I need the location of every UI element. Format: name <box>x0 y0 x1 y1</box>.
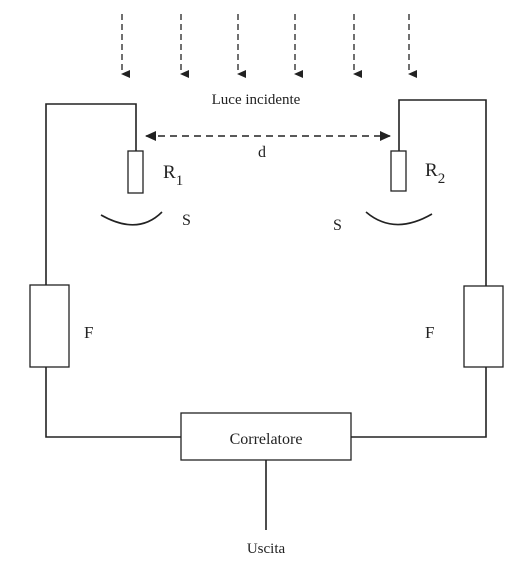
mirror-curve-right <box>365 211 433 226</box>
mirror-curve-left <box>100 211 163 226</box>
left-wire-top <box>45 103 137 285</box>
detector-r2-label: R2 <box>425 160 445 187</box>
right-wire-bottom <box>351 367 487 438</box>
filter-left <box>29 284 70 368</box>
s-label-right: S <box>333 217 342 234</box>
filter-label-right: F <box>425 323 434 342</box>
detector-r1 <box>127 150 144 194</box>
s-label-left: S <box>182 212 191 229</box>
detector-r1-label: R1 <box>163 162 183 189</box>
output-label: Uscita <box>247 541 286 557</box>
filter-right <box>463 285 504 368</box>
detector-r2 <box>390 150 407 192</box>
correlator-label: Correlatore <box>230 431 303 448</box>
incident-light-arrows <box>121 14 417 78</box>
right-wire-top <box>398 99 487 286</box>
left-wire-bottom <box>45 367 181 438</box>
correlator-box <box>180 412 352 461</box>
incident-light-label: Luce incidente <box>212 92 301 108</box>
filter-label-left: F <box>84 323 93 342</box>
distance-label: d <box>258 144 266 161</box>
